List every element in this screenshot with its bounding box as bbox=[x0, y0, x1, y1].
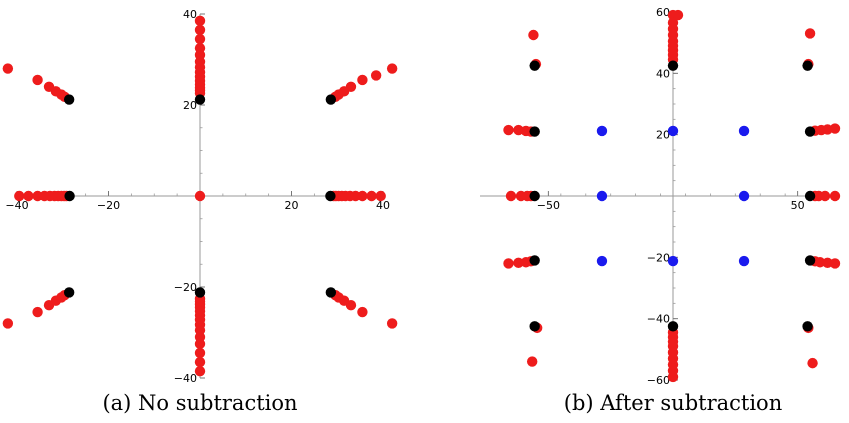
black-point bbox=[667, 60, 679, 71]
red-point bbox=[822, 257, 833, 269]
y-tick-label: −40 bbox=[174, 372, 197, 385]
black-point bbox=[804, 255, 816, 266]
black-point bbox=[529, 190, 540, 202]
black-point bbox=[529, 126, 540, 137]
red-point bbox=[528, 29, 539, 41]
panel-a-no-subtraction: −40 −20 20 40 −40 −20 20 40 bbox=[2, 8, 398, 385]
black-point bbox=[194, 94, 206, 105]
red-point bbox=[386, 63, 398, 74]
x-tick-label: 20 bbox=[285, 199, 299, 212]
red-point bbox=[194, 190, 206, 202]
black-point bbox=[529, 321, 540, 332]
red-point bbox=[829, 258, 841, 269]
blue-point bbox=[738, 125, 750, 137]
black-point bbox=[802, 60, 813, 71]
red-point bbox=[804, 28, 816, 39]
black-point bbox=[325, 190, 336, 202]
red-point bbox=[503, 258, 514, 269]
black-point bbox=[64, 190, 75, 202]
x-tick-label: 50 bbox=[791, 199, 805, 212]
red-point bbox=[672, 9, 684, 21]
black-point bbox=[529, 255, 540, 266]
red-point bbox=[526, 356, 538, 367]
y-tick-label: 20 bbox=[656, 129, 670, 142]
caption-b: (b) After subtraction bbox=[564, 391, 782, 415]
black-point bbox=[529, 60, 540, 71]
red-point bbox=[194, 347, 206, 359]
red-point bbox=[194, 365, 206, 377]
red-point bbox=[829, 123, 841, 134]
red-point bbox=[194, 33, 206, 45]
blue-point bbox=[738, 190, 750, 202]
y-tick-label: −60 bbox=[647, 374, 670, 387]
black-point bbox=[804, 126, 816, 137]
caption-a: (a) No subtraction bbox=[102, 391, 297, 415]
x-tick-label: −50 bbox=[537, 199, 560, 212]
red-point bbox=[375, 190, 386, 202]
blue-point bbox=[667, 125, 679, 137]
x-tick-label: −20 bbox=[97, 199, 120, 212]
red-point bbox=[807, 357, 818, 369]
blue-point bbox=[596, 190, 608, 202]
black-point bbox=[667, 321, 679, 332]
red-point bbox=[14, 190, 25, 202]
y-tick-label: −20 bbox=[174, 281, 197, 294]
black-point bbox=[804, 190, 816, 202]
black-point bbox=[802, 321, 813, 332]
red-point bbox=[366, 190, 377, 202]
red-point bbox=[370, 70, 382, 81]
red-point bbox=[814, 257, 826, 268]
y-tick-label: −20 bbox=[647, 251, 670, 264]
black-point bbox=[194, 287, 206, 298]
red-point bbox=[357, 306, 368, 318]
y-tick-label: 60 bbox=[656, 6, 670, 19]
red-point bbox=[505, 190, 517, 202]
black-point bbox=[325, 94, 337, 105]
red-point bbox=[357, 74, 368, 86]
red-point bbox=[194, 24, 206, 36]
y-tick-label: 20 bbox=[183, 99, 197, 112]
y-tick-label: −40 bbox=[647, 313, 670, 326]
red-point bbox=[513, 257, 524, 269]
red-point bbox=[23, 190, 34, 202]
panel-b-after-subtraction: −50 50 −60 −40 −20 20 40 60 bbox=[480, 6, 841, 387]
red-point bbox=[386, 318, 398, 329]
red-point bbox=[829, 190, 841, 202]
blue-point bbox=[596, 125, 608, 137]
red-point bbox=[194, 356, 206, 368]
y-tick-label: 40 bbox=[656, 67, 670, 80]
red-point bbox=[194, 15, 206, 27]
x-tick-label: −40 bbox=[5, 199, 28, 212]
y-tick-label: 40 bbox=[183, 8, 197, 21]
red-point bbox=[503, 124, 514, 136]
red-point bbox=[32, 74, 43, 86]
blue-point bbox=[596, 255, 608, 267]
blue-point bbox=[738, 255, 750, 267]
red-point bbox=[2, 318, 14, 329]
black-point bbox=[63, 287, 75, 298]
red-point bbox=[819, 190, 831, 202]
blue-point bbox=[667, 255, 679, 267]
red-point bbox=[32, 306, 43, 318]
x-tick-label: 40 bbox=[376, 199, 390, 212]
black-point bbox=[63, 94, 75, 105]
black-point bbox=[325, 287, 337, 298]
red-point bbox=[2, 63, 14, 74]
